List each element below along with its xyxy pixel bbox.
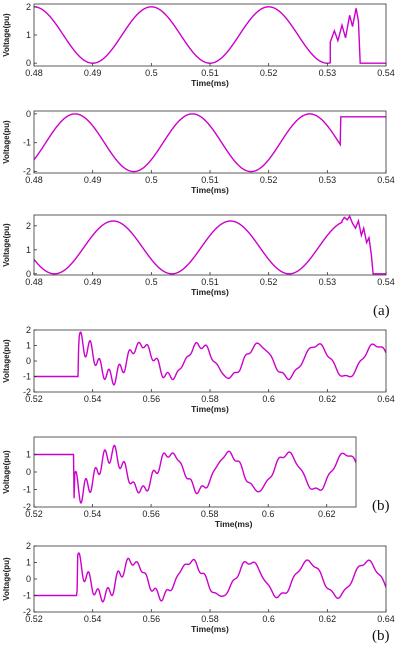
panel-b-3: 0.52 0.54 0.56 0.58 0.6 0.62 0.64 -2 -1 0 1 2 Time(m… bbox=[2, 541, 395, 634]
panel-b-3-xlabel: Time(ms) bbox=[191, 624, 229, 634]
panel-b-3-ylabel: Voltage(pu) bbox=[2, 557, 11, 601]
panel-b-1-xtick-label: 0.56 bbox=[143, 394, 161, 404]
panel-a-3-ytick-label: 2 bbox=[26, 221, 31, 231]
panel-b-3-series-line bbox=[34, 552, 386, 603]
panel-a-3-xtick-label: 0.48 bbox=[25, 277, 43, 287]
panel-a-1-xtick-label: 0.52 bbox=[260, 68, 278, 78]
panel-b-3-xtick-label: 0.62 bbox=[319, 614, 337, 624]
panel-a-2-ytick-label: -2 bbox=[23, 167, 31, 177]
panel-b-2-ytick-label: -2 bbox=[23, 502, 31, 512]
panel-b-1-xtick-label: 0.62 bbox=[319, 394, 337, 404]
panel-a-2-xtick-label: 0.53 bbox=[319, 175, 337, 185]
panel-a-3-xtick-label: 0.53 bbox=[319, 277, 337, 287]
panel-a-3: 0.48 0.49 0.5 0.51 0.52 0.53 0.54 0 1 2 Time(ms) Vo… bbox=[2, 214, 395, 297]
panel-a-2-xtick-label: 0.49 bbox=[84, 175, 102, 185]
panel-a-1-ylabel: Voltage(pu) bbox=[2, 13, 11, 57]
panel-b-1-ytick-label: 2 bbox=[26, 325, 31, 335]
panel-b-1-series-line bbox=[34, 331, 386, 386]
panel-b-2-xlabel: Time(ms) bbox=[215, 519, 253, 529]
panel-b-3-ytick-label: -2 bbox=[23, 607, 31, 617]
panel-b-2-xtick-label: 0.52 bbox=[25, 509, 43, 519]
panel-a-1-xlabel: Time(ms) bbox=[191, 78, 229, 88]
panel-a-2-xtick-label: 0.48 bbox=[25, 175, 43, 185]
panel-a-3-series-line bbox=[34, 215, 386, 275]
panel-a-1-ytick-label: 1 bbox=[26, 30, 31, 40]
panel-a-2: 0.48 0.49 0.5 0.51 0.52 0.53 0.54 -2 -1 0 Time(ms)… bbox=[2, 109, 395, 195]
panel-b-2-ytick-label: 1 bbox=[26, 450, 31, 460]
panel-b-2-ytick-label: 0 bbox=[26, 467, 31, 477]
panel-a-1: 0.48 0.49 0.5 0.51 0.52 0.53 0.54 0 1 2 Time(ms) Vo… bbox=[2, 2, 395, 88]
panel-a-2-xlabel: Time(ms) bbox=[191, 185, 229, 195]
panel-b-1-xtick-label: 0.58 bbox=[201, 394, 219, 404]
panel-b-1: 0.52 0.54 0.56 0.58 0.6 0.62 0.64 -2 -1 0 1 2 Time(m… bbox=[2, 325, 395, 414]
panel-a-1-xtick-label: 0.49 bbox=[84, 68, 102, 78]
panel-b-2-xtick-label: 0.62 bbox=[318, 509, 336, 519]
panel-b-2-xtick-label: 0.6 bbox=[262, 509, 275, 519]
panel-a-1-xtick-label: 0.53 bbox=[319, 68, 337, 78]
panel-a-2-xtick-label: 0.52 bbox=[260, 175, 278, 185]
panel-a-3-xlabel: Time(ms) bbox=[191, 287, 229, 297]
panel-a-3-xtick-label: 0.52 bbox=[260, 277, 278, 287]
panel-b-1-ytick-label: 0 bbox=[26, 356, 31, 366]
panel-a-3-xtick-label: 0.51 bbox=[201, 277, 219, 287]
panel-b-3-ytick-label: 0 bbox=[26, 574, 31, 584]
panel-b-3-xtick-label: 0.56 bbox=[143, 614, 161, 624]
panel-a-1-series-line bbox=[34, 6, 386, 64]
panel-b-2-xtick-label: 0.58 bbox=[201, 509, 219, 519]
panel-a-2-xtick-label: 0.51 bbox=[201, 175, 219, 185]
panel-b-1-ytick-label: 1 bbox=[26, 341, 31, 351]
panel-a-1-ytick-label: 2 bbox=[26, 2, 31, 12]
panel-b-1-ytick-label: -2 bbox=[23, 387, 31, 397]
caption-b-1: (b) bbox=[372, 498, 390, 514]
panel-b-3-xtick-label: 0.6 bbox=[262, 614, 275, 624]
panel-a-3-ylabel: Voltage(pu) bbox=[2, 223, 11, 267]
panel-a-1-xtick-label: 0.48 bbox=[25, 68, 43, 78]
panel-b-3-xtick-label: 0.64 bbox=[377, 614, 395, 624]
panel-b-2-series-line bbox=[34, 444, 356, 504]
panel-a-3-xtick-label: 0.5 bbox=[145, 277, 158, 287]
panel-b-1-xtick-label: 0.64 bbox=[377, 394, 395, 404]
panel-b-3-ytick-label: 1 bbox=[26, 558, 31, 568]
panel-b-1-ytick-label: -1 bbox=[23, 372, 31, 382]
panel-b-2-xtick-label: 0.56 bbox=[142, 509, 160, 519]
panel-b-2-xtick-label: 0.54 bbox=[84, 509, 102, 519]
panel-b-1-xtick-label: 0.52 bbox=[25, 394, 43, 404]
panel-b-1-xtick-label: 0.54 bbox=[84, 394, 102, 404]
panel-b-2: 0.52 0.54 0.56 0.58 0.6 0.62 -2 -1 0 1 Time(ms) Vol… bbox=[2, 436, 357, 529]
panel-a-2-xtick-label: 0.5 bbox=[145, 175, 158, 185]
panel-b-3-frame bbox=[33, 545, 387, 613]
panel-a-2-ylabel: Voltage(pu) bbox=[2, 120, 11, 164]
panel-b-2-ytick-label: -1 bbox=[23, 485, 31, 495]
panel-a-2-ytick-label: 0 bbox=[26, 109, 31, 119]
panel-a-1-xtick-label: 0.51 bbox=[201, 68, 219, 78]
panel-b-3-ytick-label: 2 bbox=[26, 541, 31, 551]
panel-a-3-ytick-label: 0 bbox=[26, 269, 31, 279]
caption-b-2: (b) bbox=[372, 628, 390, 644]
panel-a-2-xtick-label: 0.54 bbox=[377, 175, 395, 185]
panel-b-3-xtick-label: 0.52 bbox=[25, 614, 43, 624]
panel-b-1-xtick-label: 0.6 bbox=[262, 394, 275, 404]
panel-a-1-xtick-label: 0.54 bbox=[377, 68, 395, 78]
panel-b-3-ytick-label: -1 bbox=[23, 591, 31, 601]
panel-b-1-xlabel: Time(ms) bbox=[191, 404, 229, 414]
panel-b-3-xtick-label: 0.58 bbox=[201, 614, 219, 624]
panel-b-3-xtick-label: 0.54 bbox=[84, 614, 102, 624]
panel-a-2-ytick-label: -1 bbox=[23, 138, 31, 148]
panel-b-1-ylabel: Voltage(pu) bbox=[2, 339, 11, 383]
panel-b-2-ylabel: Voltage(pu) bbox=[2, 450, 11, 494]
panel-a-3-ytick-label: 1 bbox=[26, 245, 31, 255]
caption-a: (a) bbox=[373, 303, 390, 319]
panel-a-3-xtick-label: 0.54 bbox=[377, 277, 395, 287]
panel-a-1-xtick-label: 0.5 bbox=[145, 68, 158, 78]
panel-a-1-ytick-label: 0 bbox=[26, 58, 31, 68]
panel-a-3-xtick-label: 0.49 bbox=[84, 277, 102, 287]
panel-a-2-series-line bbox=[34, 113, 386, 173]
panel-a-3-frame bbox=[33, 214, 387, 276]
